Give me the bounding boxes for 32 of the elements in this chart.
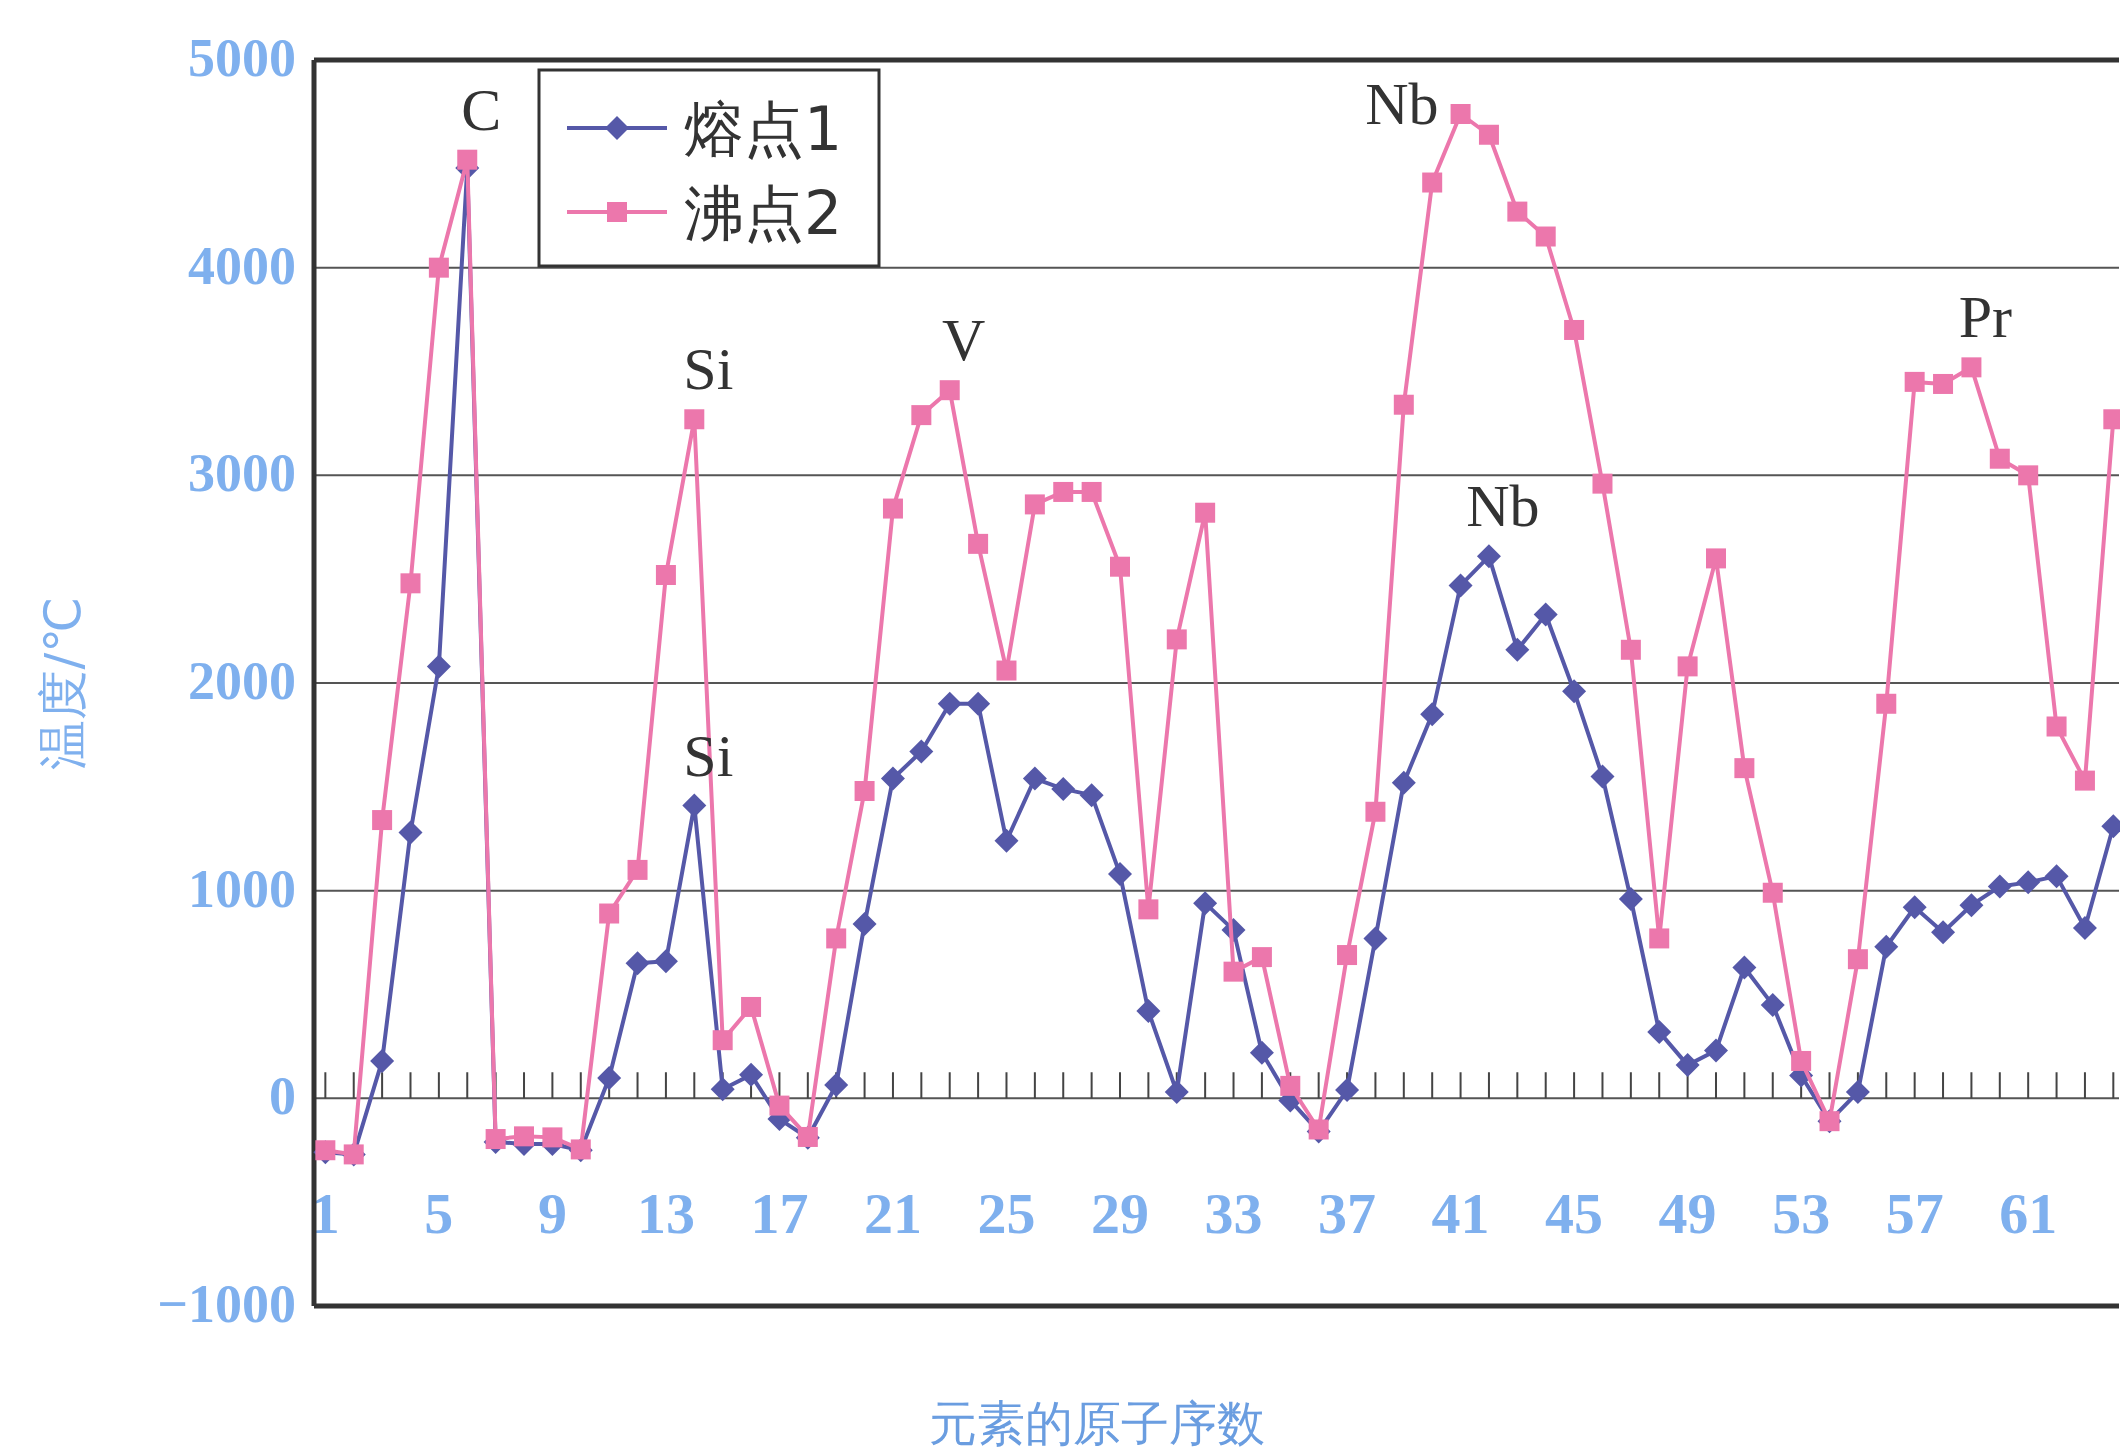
- x-tick-label: 41: [1431, 1180, 1490, 1246]
- y-tick-label: 0: [269, 1066, 296, 1127]
- y-tick-label: −1000: [157, 1274, 296, 1334]
- x-tick-label: 53: [1772, 1180, 1831, 1246]
- annotation: Si: [683, 336, 734, 403]
- x-tick-label: 9: [537, 1180, 567, 1246]
- x-axis-title: 元素的原子序数: [928, 1395, 1265, 1451]
- annotation: V: [942, 307, 986, 374]
- y-axis-title: 温度/℃: [34, 596, 92, 770]
- annotation: C: [461, 76, 502, 143]
- y-tick-label: 1000: [188, 858, 296, 919]
- y-tick-label: 5000: [188, 28, 296, 88]
- x-tick-label: 57: [1885, 1180, 1944, 1246]
- x-tick-label: 29: [1091, 1180, 1150, 1246]
- annotation: Nb: [1365, 70, 1439, 137]
- x-tick-label: 5: [424, 1180, 454, 1246]
- x-tick-label: 33: [1204, 1180, 1263, 1246]
- x-tick-label: 49: [1658, 1180, 1717, 1246]
- x-tick-label: 21: [863, 1180, 922, 1246]
- x-tick-label: 13: [636, 1180, 695, 1246]
- annotation: Nb: [1466, 473, 1540, 540]
- y-tick-label: 2000: [188, 651, 296, 711]
- x-tick-label: 25: [977, 1180, 1036, 1246]
- x-tick-label: 61: [1999, 1180, 2058, 1246]
- y-tick-label: 3000: [188, 443, 296, 504]
- x-tick-label: 17: [750, 1180, 809, 1246]
- annotation: Pr: [1958, 284, 2013, 351]
- x-tick-label: 37: [1318, 1180, 1377, 1246]
- legend-label: 沸点2: [684, 178, 843, 248]
- x-tick-label: 45: [1545, 1180, 1604, 1246]
- y-tick-label: 4000: [188, 235, 296, 296]
- legend-label: 熔点1: [684, 94, 843, 164]
